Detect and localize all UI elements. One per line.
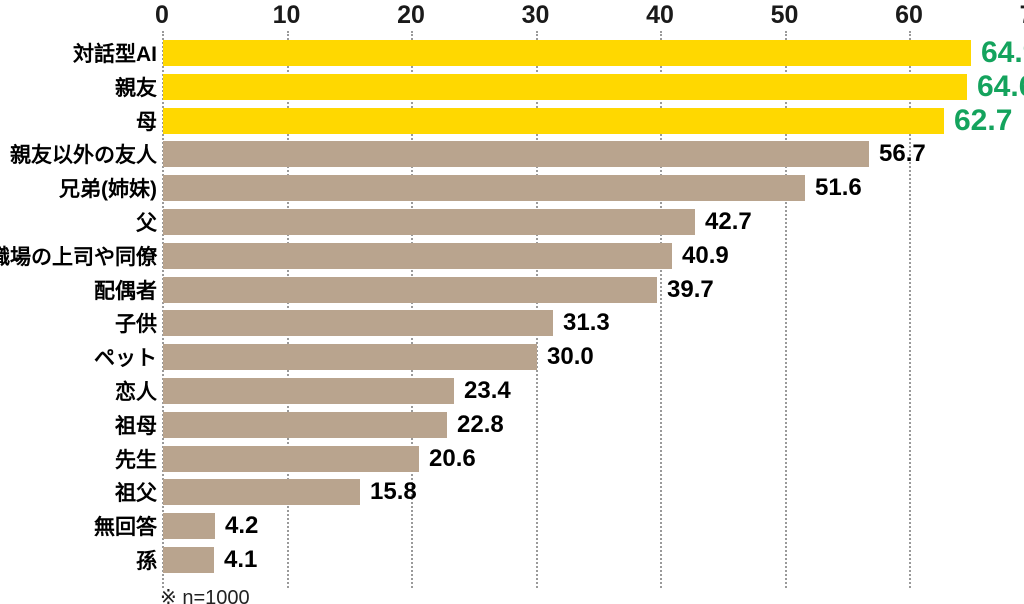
category-label: 職場の上司や同僚 xyxy=(0,246,157,269)
bar xyxy=(163,547,214,573)
axis-tick-label-0: 0 xyxy=(155,1,169,29)
category-label: 子供 xyxy=(115,313,157,336)
category-label: 祖父 xyxy=(115,482,157,505)
value-label: 22.8 xyxy=(457,411,504,438)
value-label: 23.4 xyxy=(464,377,511,404)
category-label: 無回答 xyxy=(94,516,157,539)
bar xyxy=(163,74,967,100)
value-label: 15.8 xyxy=(370,478,417,505)
category-label: 先生 xyxy=(115,449,157,472)
value-label: 62.7 xyxy=(954,104,1013,137)
gridline-30 xyxy=(535,31,538,588)
value-label: 64.9 xyxy=(981,36,1024,69)
bar xyxy=(163,141,869,167)
axis-tick-label-60: 60 xyxy=(895,1,923,29)
category-label: 父 xyxy=(136,212,157,235)
value-label: 4.1 xyxy=(224,546,258,573)
category-label: 祖母 xyxy=(115,415,157,438)
bar xyxy=(163,108,944,134)
bar xyxy=(163,344,537,370)
axis-tick-label-10: 10 xyxy=(272,1,301,29)
value-label: 56.7 xyxy=(879,140,926,167)
value-label: 51.6 xyxy=(815,174,862,201)
value-label: 40.9 xyxy=(682,242,729,269)
bar xyxy=(163,412,447,438)
axis-tick-label-30: 30 xyxy=(521,1,550,29)
sample-size-note: ※ n=1000 xyxy=(160,587,250,604)
category-label: ペット xyxy=(94,347,157,370)
category-label: 母 xyxy=(136,111,157,134)
value-label: 39.7 xyxy=(667,276,714,303)
axis-tick-label-40: 40 xyxy=(646,1,674,29)
axis-tick-label-50: 50 xyxy=(770,1,799,29)
category-label: 配偶者 xyxy=(94,280,157,303)
bar xyxy=(163,479,360,505)
bar xyxy=(163,446,419,472)
axis-tick-label-70: 70 xyxy=(989,0,1024,30)
value-label: 42.7 xyxy=(705,208,752,235)
value-label: 30.0 xyxy=(547,343,594,370)
value-label: 31.3 xyxy=(563,309,610,336)
value-label: 20.6 xyxy=(429,445,476,472)
gridline-20 xyxy=(411,31,413,588)
bar xyxy=(163,513,215,539)
bar xyxy=(163,277,657,303)
gridline-40 xyxy=(660,31,662,588)
value-label: 64.6 xyxy=(977,70,1024,103)
gridline-10 xyxy=(286,31,289,588)
bar xyxy=(163,40,971,66)
bar xyxy=(163,209,695,235)
gridline-60 xyxy=(909,31,911,588)
bar xyxy=(163,378,454,404)
axis-tick-label-20: 20 xyxy=(397,1,425,29)
value-label: 4.2 xyxy=(225,512,259,539)
bar xyxy=(163,175,805,201)
category-label: 親友 xyxy=(115,77,157,100)
gridline-50 xyxy=(784,31,787,588)
category-label: 恋人 xyxy=(115,381,157,404)
category-label: 親友以外の友人 xyxy=(10,144,157,167)
category-label: 兄弟(姉妹) xyxy=(59,178,157,201)
category-label: 孫 xyxy=(136,550,157,573)
bar xyxy=(163,243,672,269)
category-label: 対話型AI xyxy=(73,43,157,66)
gridline-0 xyxy=(162,31,164,588)
bar xyxy=(163,310,553,336)
